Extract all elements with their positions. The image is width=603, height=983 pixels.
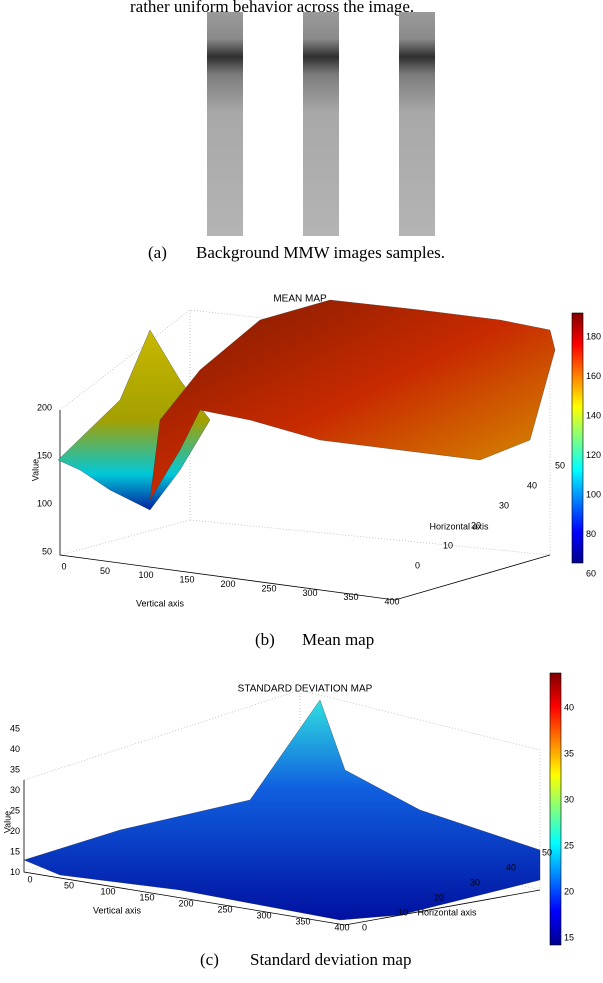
- x-axis-label: Vertical axis: [93, 905, 142, 915]
- z-tick-label: 150: [37, 450, 52, 460]
- y-tick-label: 20: [471, 520, 481, 530]
- x-tick-label: 300: [256, 910, 271, 920]
- x-tick-label: 350: [343, 592, 358, 602]
- colorbar-tick-label: 160: [586, 371, 601, 381]
- y-tick-label: 10: [398, 907, 408, 917]
- caption: Background MMW images samples.: [196, 243, 445, 262]
- colorbar-tick-label: 25: [564, 840, 574, 850]
- z-tick-label: 35: [10, 764, 20, 774]
- surface: [23, 699, 541, 921]
- y-tick-label: 0: [415, 560, 420, 570]
- figure-title: STANDARD DEVIATION MAP: [238, 684, 373, 695]
- z-tick-label: 10: [10, 867, 20, 877]
- z-tick-label: 25: [10, 805, 20, 815]
- z-tick-label: 200: [37, 402, 52, 412]
- caption-label: (c): [200, 950, 219, 969]
- z-tick-label: 100: [37, 498, 52, 508]
- caption: Standard deviation map: [250, 950, 411, 969]
- y-axis-label: Horizontal axis: [417, 907, 477, 917]
- plot-box: [23, 689, 541, 926]
- colorbar-tick-label: 60: [586, 568, 596, 578]
- z-tick-label: 50: [42, 546, 52, 556]
- x-axis-label: Vertical axis: [136, 598, 185, 608]
- x-tick-label: 250: [261, 583, 276, 593]
- colorbar-tick-label: 100: [586, 489, 601, 499]
- y-axis-label: Horizontal axis: [429, 521, 489, 531]
- colorbar-tick-label: 15: [564, 932, 574, 942]
- x-tick-label: 50: [64, 880, 74, 890]
- x-tick-label: 200: [220, 579, 235, 589]
- colorbar-tick-label: 180: [586, 331, 601, 341]
- y-tick-label: 40: [527, 480, 537, 490]
- x-tick-label: 0: [27, 874, 32, 884]
- x-tick-label: 300: [302, 588, 317, 598]
- figure-title: MEAN MAP: [273, 294, 327, 305]
- colorbar-tick-label: 80: [586, 529, 596, 539]
- y-tick-label: 40: [506, 862, 516, 872]
- x-tick-label: 50: [100, 566, 110, 576]
- y-tick-label: 0: [362, 922, 367, 932]
- y-tick-label: 10: [443, 540, 453, 550]
- y-tick-label: 50: [542, 847, 552, 857]
- colorbar: [571, 312, 584, 564]
- x-tick-label: 400: [384, 597, 399, 607]
- z-axis-label: Value: [2, 811, 12, 833]
- caption-label: (a): [148, 243, 167, 262]
- x-tick-label: 100: [138, 570, 153, 580]
- x-tick-label: 400: [334, 922, 349, 932]
- x-tick-label: 200: [178, 898, 193, 908]
- y-tick-label: 30: [470, 877, 480, 887]
- x-tick-label: 150: [179, 575, 194, 585]
- z-tick-label: 30: [10, 785, 20, 795]
- x-tick-label: 100: [100, 886, 115, 896]
- z-tick-label: 20: [10, 826, 20, 836]
- image-sample: [303, 12, 339, 236]
- colorbar-tick-label: 120: [586, 450, 601, 460]
- z-tick-label: 45: [10, 723, 20, 733]
- body-text: rather uniform behavior across the image…: [130, 0, 414, 16]
- surface: [149, 299, 556, 501]
- colorbar-tick-label: 35: [564, 748, 574, 758]
- caption-label: (b): [255, 630, 275, 649]
- x-tick-label: 350: [295, 916, 310, 926]
- x-tick-label: 0: [61, 561, 66, 571]
- y-tick-label: 30: [499, 500, 509, 510]
- colorbar-tick-label: 20: [564, 886, 574, 896]
- y-tick-label: 20: [434, 892, 444, 902]
- surface: [57, 329, 211, 511]
- z-tick-label: 40: [10, 744, 20, 754]
- image-sample: [399, 12, 435, 236]
- colorbar: [549, 672, 562, 946]
- x-tick-label: 250: [217, 904, 232, 914]
- y-tick-label: 50: [555, 460, 565, 470]
- caption: Mean map: [302, 630, 374, 649]
- image-sample: [207, 12, 243, 236]
- colorbar-tick-label: 40: [564, 702, 574, 712]
- colorbar-tick-label: 30: [564, 794, 574, 804]
- colorbar-tick-label: 140: [586, 410, 601, 420]
- z-tick-label: 15: [10, 846, 20, 856]
- z-axis-label: Value: [30, 459, 40, 481]
- x-tick-label: 150: [139, 892, 154, 902]
